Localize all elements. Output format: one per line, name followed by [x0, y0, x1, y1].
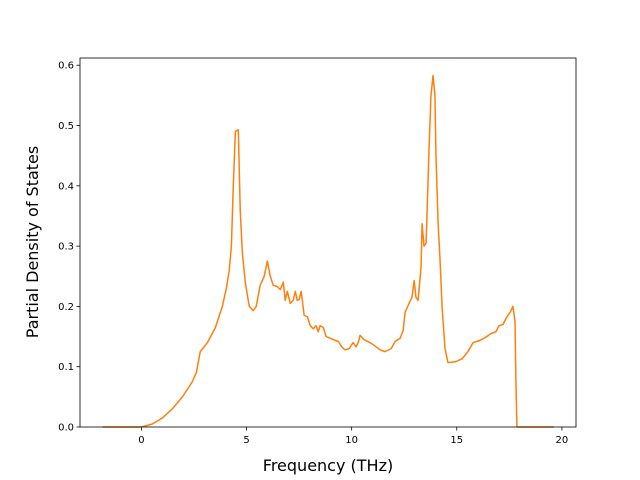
y-tick-label: 0.2 — [58, 302, 74, 313]
x-tick-label: 5 — [243, 435, 249, 446]
data-line — [102, 74, 554, 428]
y-tick-label: 0.4 — [58, 181, 74, 192]
x-tick-label: 0 — [138, 435, 144, 446]
x-tick-label: 20 — [556, 435, 569, 446]
y-tick-label: 0.1 — [58, 362, 74, 373]
y-axis-label: Partial Density of States — [23, 146, 42, 338]
y-tick-label: 0.5 — [58, 121, 74, 132]
x-tick-label: 15 — [450, 435, 463, 446]
y-tick-label: 0.6 — [58, 61, 74, 72]
x-tick-label: 10 — [345, 435, 358, 446]
y-tick-label: 0.3 — [58, 242, 74, 253]
x-axis-label: Frequency (THz) — [263, 456, 393, 475]
y-tick-label: 0.0 — [58, 423, 74, 434]
plot-frame — [79, 57, 577, 428]
